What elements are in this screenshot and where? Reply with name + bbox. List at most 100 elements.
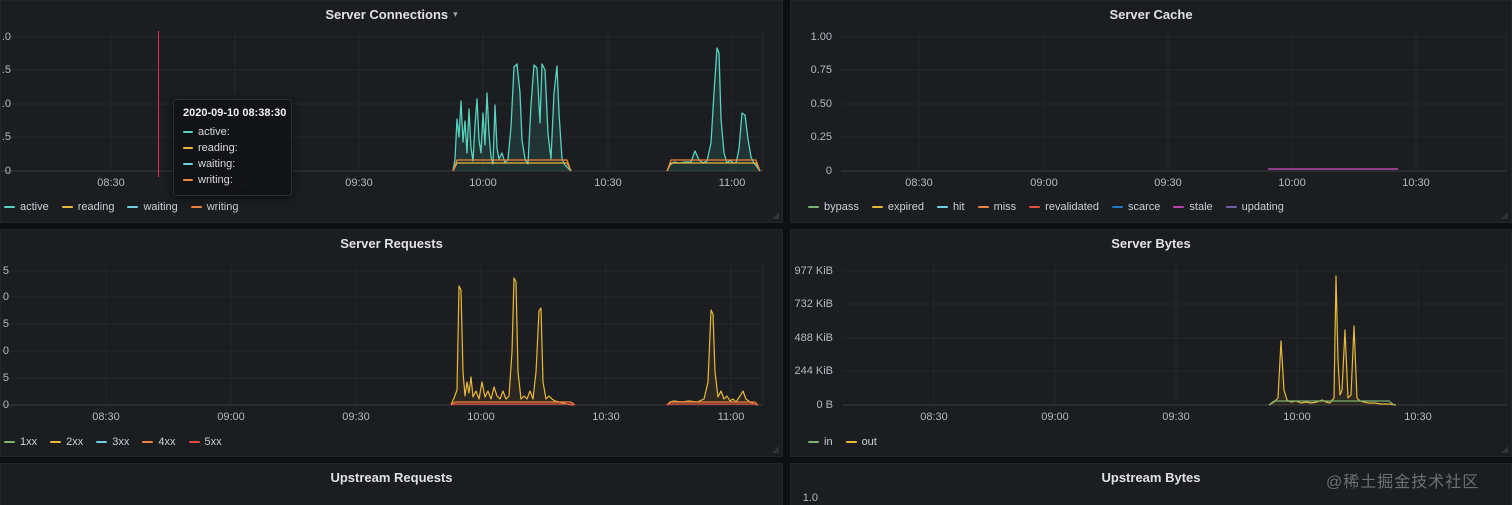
watermark: @稀土掘金技术社区 [1326, 474, 1480, 491]
legend-item-revalidated[interactable]: revalidated [1029, 201, 1099, 213]
panel-title-upstream-bytes[interactable]: Upstream Bytes [1101, 470, 1201, 485]
legend-item-stale[interactable]: stale [1173, 200, 1213, 213]
panel-title-server-bytes[interactable]: Server Bytes [1111, 236, 1191, 251]
legend-swatch [871, 205, 883, 208]
panel-title-upstream-requests[interactable]: Upstream Requests [330, 470, 453, 485]
y-axis-label: 5 [2, 265, 9, 277]
y-axis-label: .0 [1, 98, 11, 110]
tooltip-series-label: waiting: [198, 158, 236, 170]
connections-legend: active reading waiting writing [1, 199, 239, 214]
panel-header: Server Connections ▾ [1, 1, 782, 25]
legend-item-in[interactable]: in [808, 436, 833, 448]
x-axis-label: 09:30 [345, 177, 373, 189]
legend-item-reading[interactable]: reading [61, 201, 114, 213]
panel-server-connections: Server Connections ▾ active reading waitin… [0, 0, 783, 223]
legend-item-out[interactable]: out [845, 435, 877, 448]
y-axis-label: 0 [2, 291, 9, 303]
y-axis-label: 732 KiB [794, 298, 833, 310]
legend-item-hit[interactable]: hit [936, 200, 965, 213]
legend-item-updating[interactable]: updating [1225, 200, 1284, 213]
tooltip-series-row: writing: [183, 172, 282, 188]
panel-title-server-connections[interactable]: Server Connections [325, 7, 449, 22]
y-axis-label: 0 [2, 345, 9, 357]
legend-label: updating [1241, 200, 1284, 213]
x-axis-label: 09:30 [342, 411, 370, 423]
legend-swatch [845, 440, 857, 443]
legend-label: active [20, 200, 49, 213]
legend-swatch [1029, 205, 1041, 208]
legend-label: waiting [143, 200, 178, 213]
panel-resize-handle[interactable] [1501, 212, 1508, 219]
panel-header: Upstream Requests [1, 464, 782, 488]
legend-label: bypass [824, 200, 859, 213]
legend-item-bypass[interactable]: bypass [808, 201, 859, 213]
panel-upstream-bytes: Upstream Bytes 1.0 [790, 463, 1512, 505]
tooltip-series-row: waiting: [183, 156, 282, 172]
y-axis-label: .0 [1, 31, 11, 43]
panel-resize-handle[interactable] [1501, 446, 1508, 453]
x-axis-label: 10:00 [467, 411, 495, 423]
legend-swatch [127, 205, 139, 208]
legend-label: revalidated [1045, 200, 1099, 213]
panel-server-requests: Server Requests 1xx 2xx 3xx 4xx 5xx 5 0 5 0 5 0 08… [0, 229, 783, 457]
legend-item-3xx[interactable]: 3xx [96, 436, 129, 448]
legend-label: 3xx [112, 435, 130, 448]
tooltip-series-label: active: [198, 126, 230, 138]
y-axis-label: .5 [1, 131, 11, 143]
panel-title-server-cache[interactable]: Server Cache [1109, 7, 1193, 22]
x-axis-label: 10:30 [1404, 411, 1432, 423]
panel-resize-handle[interactable] [772, 446, 779, 453]
legend-item-4xx[interactable]: 4xx [142, 436, 176, 448]
connections-chart [1, 31, 764, 172]
x-axis-label: 10:30 [1402, 177, 1430, 189]
legend-swatch [4, 440, 15, 443]
y-axis-label: 5 [2, 318, 9, 330]
y-axis-label: 488 KiB [794, 332, 833, 344]
tooltip-series-row: reading: [183, 140, 282, 156]
panel-header: Server Cache [791, 1, 1511, 25]
bytes-legend: in out [805, 434, 877, 449]
panel-header: Server Bytes [791, 230, 1511, 254]
y-axis-label: 0 B [816, 399, 833, 411]
panel-header: Upstream Bytes [791, 464, 1511, 488]
tooltip-series-label: writing: [198, 174, 233, 186]
legend-swatch [808, 205, 819, 208]
panel-title-server-requests[interactable]: Server Requests [340, 236, 443, 251]
y-axis-label: 5 [2, 372, 9, 384]
panel-resize-handle[interactable] [772, 212, 779, 219]
x-axis-label: 10:00 [1283, 411, 1311, 423]
x-axis-label: 10:30 [592, 411, 620, 423]
legend-item-waiting[interactable]: waiting [127, 200, 178, 213]
legend-item-scarce[interactable]: scarce [1112, 201, 1160, 213]
legend-label: stale [1189, 200, 1213, 213]
legend-item-5xx[interactable]: 5xx [188, 435, 222, 448]
legend-item-miss[interactable]: miss [977, 201, 1016, 213]
tooltip-timestamp: 2020-09-10 08:38:30 [183, 107, 287, 119]
legend-swatch [808, 440, 819, 443]
legend-label: expired [887, 200, 924, 213]
legend-label: 2xx [66, 435, 84, 448]
tooltip-series-swatch [183, 147, 193, 149]
legend-item-1xx[interactable]: 1xx [4, 436, 37, 448]
x-axis-label: 10:30 [594, 177, 622, 189]
y-axis-label: 1.0 [802, 492, 818, 504]
y-axis-label: 0 [2, 399, 9, 411]
legend-label: out [861, 435, 877, 448]
requests-chart [1, 264, 764, 406]
tooltip-series-swatch [183, 179, 193, 181]
cache-legend: bypass expired hit miss revalidated scarce sta… [805, 199, 1284, 214]
legend-label: 5xx [204, 435, 222, 448]
legend-item-expired[interactable]: expired [871, 200, 924, 213]
legend-label: hit [952, 200, 965, 213]
panel-upstream-requests: Upstream Requests [0, 463, 783, 505]
legend-swatch [96, 440, 108, 443]
chevron-down-icon[interactable]: ▾ [453, 9, 458, 19]
tooltip-series-row: active: [183, 124, 282, 140]
legend-label: 1xx [20, 435, 38, 448]
legend-item-writing[interactable]: writing [190, 201, 239, 213]
legend-item-active[interactable]: active [4, 201, 49, 213]
cache-chart [841, 31, 1507, 172]
legend-item-2xx[interactable]: 2xx [50, 436, 83, 448]
tooltip: 2020-09-10 08:38:30 active: reading: waiti… [173, 99, 292, 196]
